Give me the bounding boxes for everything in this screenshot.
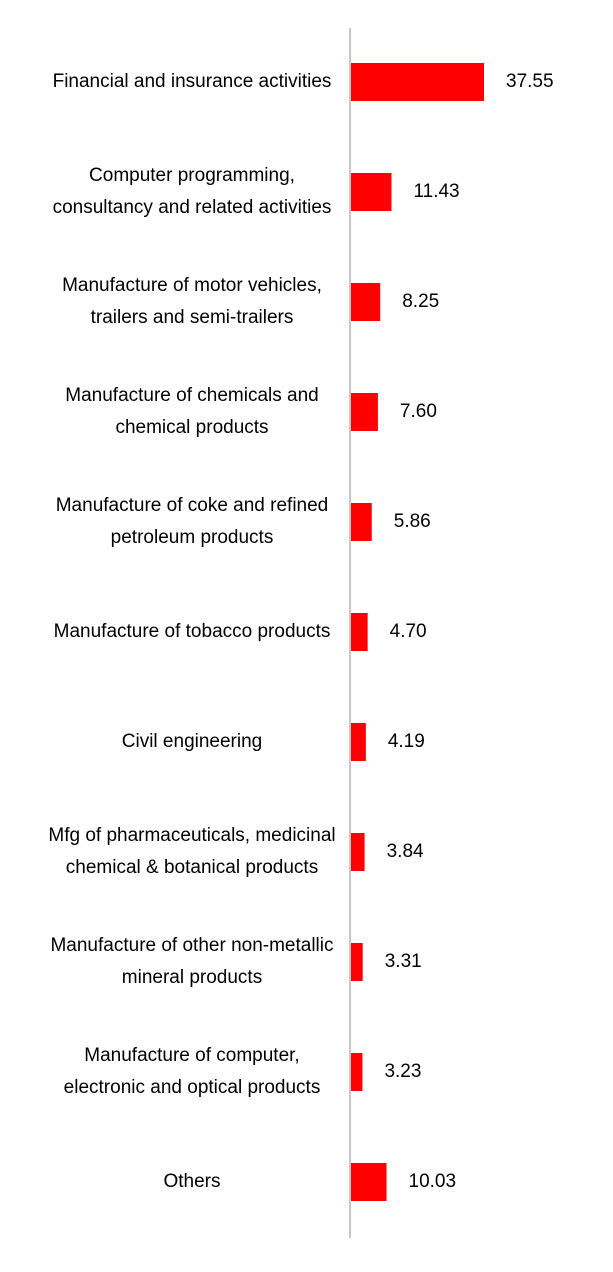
category-text: Financial and insurance activities [52, 71, 332, 92]
category-label: Computer programming, consultancy and re… [47, 137, 337, 247]
bar [351, 613, 368, 651]
bar [351, 63, 484, 101]
category-text: Manufacture of other non-metallic minera… [50, 935, 334, 988]
bar [351, 943, 363, 981]
category-label: Manufacture of coke and refined petroleu… [47, 467, 337, 577]
value-label: 5.86 [393, 511, 431, 532]
category-text: Manufacture of tobacco products [53, 621, 331, 642]
category-label: Manufacture of chemicals and chemical pr… [47, 357, 337, 467]
value-label: 3.31 [384, 951, 422, 972]
value-label: 37.55 [506, 71, 554, 92]
category-label: Mfg of pharmaceuticals, medicinal chemic… [47, 797, 337, 907]
bar [351, 723, 366, 761]
category-text: Civil engineering [121, 731, 263, 752]
value-label: 4.70 [389, 621, 427, 642]
bar [351, 283, 381, 321]
category-label: Others [47, 1127, 337, 1237]
bar [351, 833, 365, 871]
value-label: 11.43 [413, 181, 460, 202]
category-label: Manufacture of motor vehicles, trailers … [47, 247, 337, 357]
value-label: 8.25 [402, 291, 440, 312]
category-label: Manufacture of tobacco products [47, 577, 337, 687]
category-text: Computer programming, consultancy and re… [52, 165, 332, 218]
bar [351, 1053, 363, 1091]
category-text: Manufacture of computer, electronic and … [63, 1045, 321, 1098]
category-text: Manufacture of motor vehicles, trailers … [62, 275, 322, 328]
value-label: 4.19 [387, 731, 425, 752]
value-label: 3.84 [386, 841, 424, 862]
category-text: Manufacture of coke and refined petroleu… [55, 495, 329, 548]
value-label: 7.60 [399, 401, 437, 422]
value-label: 10.03 [408, 1171, 457, 1192]
category-text: Others [163, 1171, 221, 1192]
bar [351, 173, 392, 211]
bar [351, 503, 372, 541]
category-label: Manufacture of other non-metallic minera… [47, 907, 337, 1017]
bar [351, 1163, 387, 1201]
bar [351, 393, 378, 431]
category-label: Manufacture of computer, electronic and … [47, 1017, 337, 1127]
category-text: Mfg of pharmaceuticals, medicinal chemic… [48, 825, 336, 878]
value-label: 3.23 [384, 1061, 422, 1082]
category-label: Financial and insurance activities [47, 27, 337, 137]
category-label: Civil engineering [47, 687, 337, 797]
category-text: Manufacture of chemicals and chemical pr… [65, 385, 319, 438]
